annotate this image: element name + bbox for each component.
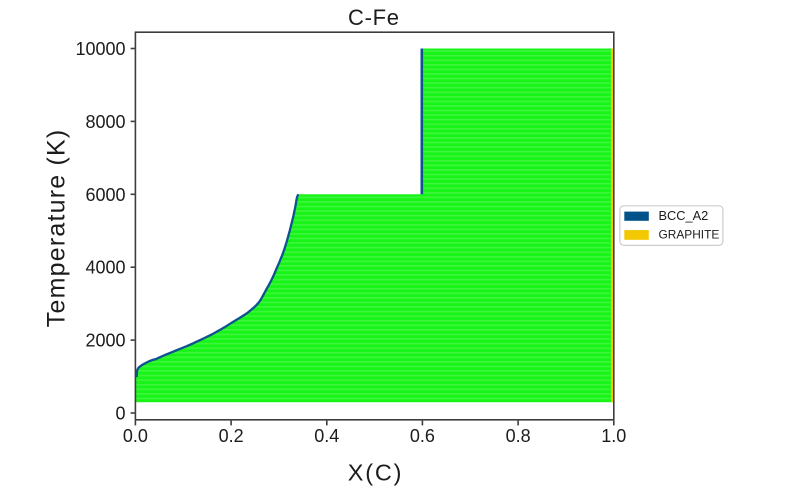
svg-text:0.2: 0.2 <box>219 426 244 446</box>
svg-text:X(C): X(C) <box>348 460 404 486</box>
svg-text:0.6: 0.6 <box>410 426 435 446</box>
svg-text:6000: 6000 <box>85 185 125 205</box>
svg-text:BCC_A2: BCC_A2 <box>659 208 709 223</box>
svg-text:0.0: 0.0 <box>123 426 148 446</box>
svg-text:0.8: 0.8 <box>506 426 531 446</box>
svg-text:0: 0 <box>115 404 125 424</box>
svg-text:4000: 4000 <box>85 258 125 278</box>
svg-text:0.4: 0.4 <box>314 426 339 446</box>
svg-text:10000: 10000 <box>75 39 125 59</box>
svg-text:2000: 2000 <box>85 331 125 351</box>
svg-text:1.0: 1.0 <box>601 426 626 446</box>
svg-text:GRAPHITE: GRAPHITE <box>659 228 720 242</box>
svg-text:Temperature (K): Temperature (K) <box>43 129 71 328</box>
svg-text:8000: 8000 <box>85 112 125 132</box>
svg-text:C-Fe: C-Fe <box>348 5 400 30</box>
